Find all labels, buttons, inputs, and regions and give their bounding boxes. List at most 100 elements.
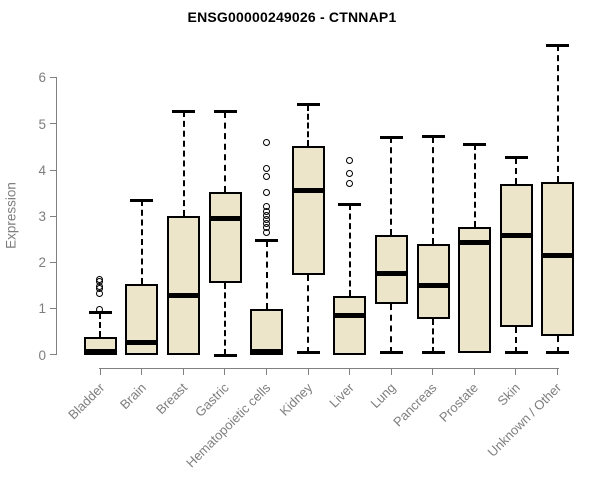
x-axis-label-gastric: Gastric: [192, 380, 232, 420]
median-line-prostate: [458, 240, 492, 246]
x-axis-line: [99, 368, 559, 369]
x-axis-label-skin: Skin: [494, 380, 523, 409]
lower-whisker-cap-lung: [379, 351, 403, 355]
upper-whisker-pancreas: [432, 136, 435, 245]
box-gastric: [208, 191, 242, 283]
upper-whisker-lung: [390, 137, 393, 235]
lower-whisker-skin: [515, 327, 518, 353]
y-tick-label-1: 1: [38, 301, 46, 317]
x-tick-lung: [390, 368, 392, 375]
median-line-pancreas: [416, 282, 450, 288]
upper-whisker-cap-hematopoietic-cells: [255, 239, 279, 242]
box-lung: [374, 234, 408, 305]
box-liver: [333, 295, 367, 355]
box-kidney: [291, 146, 325, 276]
box-pancreas: [416, 244, 450, 320]
y-tick-label-2: 2: [38, 255, 46, 271]
y-tick-label-6: 6: [38, 70, 46, 86]
x-axis-label-breast: Breast: [152, 380, 191, 418]
y-tick-label-4: 4: [38, 162, 46, 178]
x-axis-label-brain: Brain: [116, 380, 149, 413]
lower-whisker-cap-kidney: [296, 351, 320, 355]
outlier-hematopoietic-cells-1: [262, 165, 270, 173]
median-line-breast: [167, 293, 201, 299]
outlier-hematopoietic-cells-0: [262, 138, 270, 146]
upper-whisker-cap-unknown-other: [546, 43, 570, 47]
x-axis-label-prostate: Prostate: [436, 380, 482, 425]
box-hematopoietic-cells: [250, 308, 284, 355]
x-tick-prostate: [473, 368, 475, 375]
outlier-bladder-5: [96, 306, 104, 314]
y-axis-line: [56, 78, 57, 355]
upper-whisker-cap-pancreas: [421, 135, 445, 139]
upper-whisker-cap-lung: [379, 135, 403, 139]
box-breast: [167, 216, 201, 355]
upper-whisker-kidney: [307, 104, 310, 147]
box-skin: [499, 184, 533, 328]
lower-whisker-lung: [390, 304, 393, 353]
lower-whisker-cap-gastric: [213, 353, 237, 357]
outlier-hematopoietic-cells-2: [262, 172, 270, 180]
upper-whisker-breast: [182, 111, 185, 217]
lower-whisker-cap-skin: [504, 351, 528, 355]
median-line-liver: [333, 313, 367, 319]
median-line-kidney: [291, 187, 325, 193]
x-tick-skin: [515, 368, 517, 375]
x-axis-label-lung: Lung: [367, 380, 399, 412]
upper-whisker-hematopoietic-cells: [265, 240, 268, 309]
outlier-liver-1: [345, 170, 353, 178]
chart-title: ENSG00000249026 - CTNNAP1: [187, 9, 397, 25]
x-tick-bladder: [99, 368, 101, 375]
upper-whisker-cap-gastric: [213, 110, 237, 114]
outlier-hematopoietic-cells-3: [262, 189, 270, 197]
y-tick-6: [49, 77, 57, 79]
outlier-liver-0: [345, 156, 353, 164]
y-tick-3: [49, 215, 57, 217]
x-tick-breast: [182, 368, 184, 375]
upper-whisker-cap-breast: [172, 109, 196, 113]
median-line-unknown-other: [541, 252, 575, 258]
x-tick-kidney: [307, 368, 309, 375]
upper-whisker-gastric: [224, 111, 227, 192]
upper-whisker-cap-prostate: [463, 142, 487, 146]
lower-whisker-kidney: [307, 275, 310, 353]
median-line-lung: [374, 271, 408, 277]
box-prostate: [458, 227, 492, 354]
upper-whisker-cap-skin: [504, 156, 528, 160]
x-tick-pancreas: [432, 368, 434, 375]
median-line-brain: [125, 339, 159, 345]
median-line-bladder: [83, 349, 117, 355]
median-line-skin: [499, 233, 533, 239]
upper-whisker-liver: [348, 204, 351, 296]
upper-whisker-prostate: [473, 144, 476, 228]
outlier-bladder-4: [96, 290, 104, 298]
median-line-gastric: [208, 215, 242, 221]
x-tick-unknown-other: [557, 368, 559, 375]
median-line-hematopoietic-cells: [250, 349, 284, 355]
y-tick-0: [49, 354, 57, 356]
y-tick-label-5: 5: [38, 116, 46, 132]
lower-whisker-unknown-other: [556, 335, 559, 353]
y-axis-label: Expression: [3, 182, 19, 249]
lower-whisker-gastric: [224, 282, 227, 355]
x-tick-gastric: [224, 368, 226, 375]
lower-whisker-cap-pancreas: [421, 351, 445, 355]
x-tick-liver: [349, 368, 351, 375]
x-axis-label-pancreas: Pancreas: [390, 380, 440, 430]
y-tick-1: [49, 308, 57, 310]
x-axis-label-kidney: Kidney: [276, 380, 315, 419]
y-tick-label-0: 0: [38, 347, 46, 363]
upper-whisker-cap-brain: [130, 198, 154, 202]
upper-whisker-cap-liver: [338, 202, 362, 206]
upper-whisker-brain: [140, 200, 143, 285]
x-axis-label-unknown-other: Unknown / Other: [484, 380, 565, 460]
x-tick-hematopoietic-cells: [265, 368, 267, 375]
y-tick-label-3: 3: [38, 208, 46, 224]
outlier-hematopoietic-cells-10: [262, 228, 270, 236]
upper-whisker-cap-kidney: [296, 103, 320, 107]
y-tick-2: [49, 261, 57, 263]
y-tick-4: [49, 169, 57, 171]
upper-whisker-bladder: [99, 312, 102, 338]
x-axis-label-liver: Liver: [325, 380, 357, 411]
upper-whisker-unknown-other: [556, 45, 559, 182]
